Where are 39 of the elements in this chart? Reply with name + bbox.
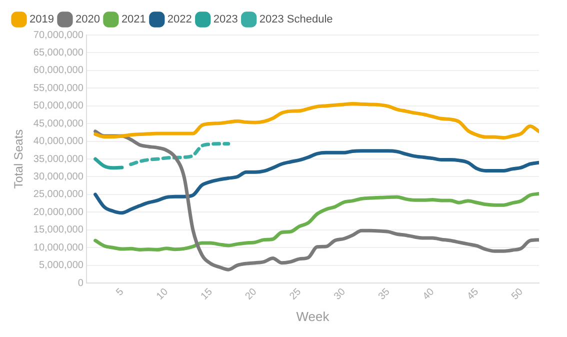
line-series (94, 149, 539, 215)
x-tick-label: 50 (510, 286, 526, 302)
legend-label: 2023 Schedule (259, 14, 333, 26)
line-series (129, 142, 230, 166)
x-tick-label: 45 (465, 286, 482, 302)
y-tick-label: 15,000,000 (33, 224, 84, 236)
x-tick-label: 10 (154, 286, 171, 302)
y-tick-label: 45,000,000 (33, 118, 84, 130)
x-tick-label: 30 (332, 286, 348, 302)
legend-label: 2019 (30, 14, 54, 26)
y-tick-label: 65,000,000 (33, 47, 84, 58)
y-tick-label: 0 (78, 278, 84, 289)
line-series (94, 157, 124, 170)
x-tick-label: 20 (243, 286, 260, 302)
legend-label: 2020 (75, 14, 100, 26)
x-axis-title: Week (296, 308, 330, 324)
y-tick-label: 35,000,000 (33, 154, 84, 165)
x-tick-label: 5 (114, 286, 126, 298)
y-tick-label: 60,000,000 (33, 65, 84, 76)
y-tick-label: 55,000,000 (33, 82, 84, 94)
y-tick-label: 25,000,000 (33, 189, 84, 200)
legend-label: 2023 (213, 14, 238, 26)
y-tick-label: 70,000,000 (33, 30, 84, 41)
y-tick-label: 10,000,000 (33, 242, 84, 254)
y-tick-label: 50,000,000 (33, 100, 84, 112)
legend-label: 2021 (121, 14, 146, 26)
x-tick-label: 25 (288, 286, 304, 302)
line-series (94, 192, 539, 252)
line-series (94, 130, 539, 272)
x-tick-label: 15 (199, 286, 216, 302)
x-tick-label: 35 (376, 286, 393, 302)
y-tick-label: 30,000,000 (33, 171, 84, 182)
x-tick-label: 40 (420, 286, 437, 302)
legend-label: 2022 (167, 14, 192, 26)
y-tick-label: 20,000,000 (33, 206, 84, 218)
y-tick-label: 5,000,000 (38, 260, 84, 272)
y-tick-label: 40,000,000 (33, 136, 84, 148)
line-series (94, 102, 539, 140)
y-axis-title: Total Seats (12, 129, 26, 189)
